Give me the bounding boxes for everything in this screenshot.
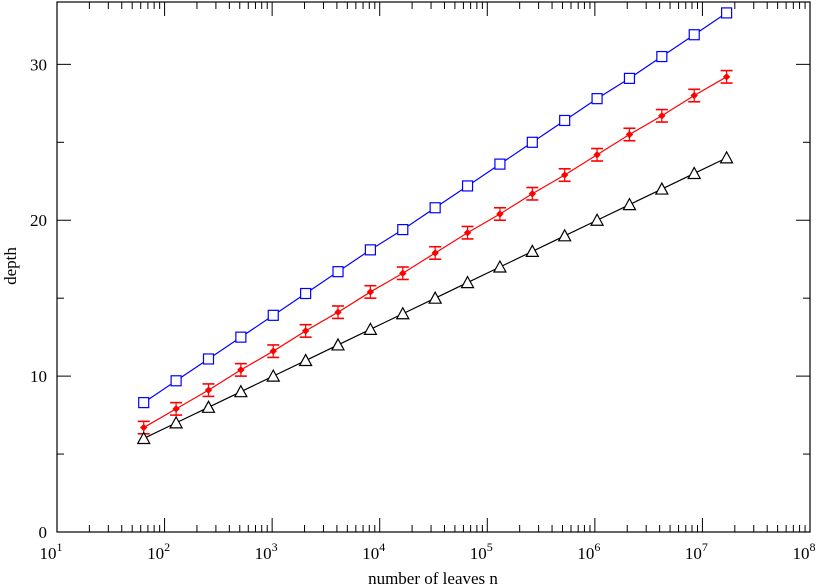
triangle-marker	[687, 166, 702, 180]
triangle-marker	[525, 244, 540, 258]
square-marker	[170, 375, 182, 387]
square-marker	[397, 223, 409, 236]
triangle-marker	[169, 415, 184, 429]
diamond-marker	[431, 249, 439, 257]
square-marker	[235, 331, 247, 343]
diamond-marker	[334, 308, 342, 316]
y-tick-label: 0	[39, 523, 48, 542]
y-tick-label: 20	[30, 211, 47, 230]
diamond-marker	[237, 366, 245, 374]
triangle-marker	[298, 353, 313, 367]
diamond-marker	[204, 386, 213, 394]
diamond-marker	[560, 171, 569, 179]
triangle-marker	[557, 228, 572, 242]
series-1	[138, 7, 733, 409]
diamond-marker	[625, 130, 634, 139]
x-tick-label: 105	[470, 540, 493, 563]
diamond-marker	[269, 347, 277, 355]
triangle-marker	[492, 259, 507, 273]
x-tick-label: 101	[40, 540, 63, 563]
square-marker	[656, 50, 668, 63]
diamond-marker	[172, 405, 180, 413]
x-tick-label: 107	[685, 540, 708, 563]
triangle-marker	[233, 384, 248, 398]
triangle-marker	[622, 197, 637, 211]
square-marker	[721, 7, 733, 19]
x-axis-label: number of leaves n	[368, 569, 498, 588]
diamond-marker	[528, 190, 537, 198]
series-layer	[136, 7, 734, 445]
square-marker	[202, 353, 215, 365]
diamond-marker	[722, 73, 731, 81]
triangle-marker	[428, 290, 443, 304]
square-marker	[267, 309, 279, 321]
diamond-marker	[140, 423, 148, 432]
diamond-marker	[463, 228, 472, 237]
diamond-marker	[690, 91, 698, 100]
series-2	[137, 69, 733, 435]
square-marker	[688, 29, 700, 41]
triangle-marker	[363, 322, 378, 335]
square-marker	[332, 266, 344, 278]
triangle-marker	[590, 212, 605, 226]
square-marker	[591, 93, 603, 105]
triangle-marker	[331, 337, 346, 351]
x-tick-label: 104	[362, 540, 385, 563]
triangle-marker	[719, 150, 734, 164]
series-3	[136, 150, 734, 445]
diamond-marker	[658, 112, 666, 120]
diamond-marker	[399, 269, 407, 277]
square-marker	[526, 136, 538, 148]
triangle-marker	[460, 275, 475, 289]
triangle-marker	[266, 368, 281, 382]
diamond-marker	[593, 151, 601, 159]
y-axis-ticks: 0 10 20 30	[30, 55, 810, 542]
triangle-marker	[201, 400, 216, 413]
plot-frame	[56, 1, 811, 533]
square-marker	[559, 114, 571, 127]
x-tick-label: 102	[147, 540, 170, 563]
square-marker	[364, 244, 376, 256]
x-tick-label: 108	[793, 540, 816, 563]
diamond-marker	[366, 288, 375, 296]
square-marker	[623, 72, 636, 84]
square-marker	[138, 397, 150, 409]
triangle-marker	[654, 181, 669, 195]
square-marker	[429, 202, 441, 214]
y-tick-label: 30	[30, 55, 47, 74]
diamond-marker	[496, 210, 504, 218]
diamond-marker	[301, 327, 310, 335]
square-marker	[494, 158, 506, 170]
x-axis-ticks: 101 102 103 104 105 106 107 108	[40, 2, 816, 563]
x-tick-label: 106	[577, 540, 600, 563]
triangle-marker	[395, 306, 410, 320]
square-marker	[461, 180, 474, 192]
square-marker	[300, 287, 312, 300]
y-axis-label: depth	[1, 247, 20, 285]
triangle-marker	[136, 431, 151, 445]
y-tick-label: 10	[30, 367, 47, 386]
x-tick-label: 103	[255, 540, 278, 563]
